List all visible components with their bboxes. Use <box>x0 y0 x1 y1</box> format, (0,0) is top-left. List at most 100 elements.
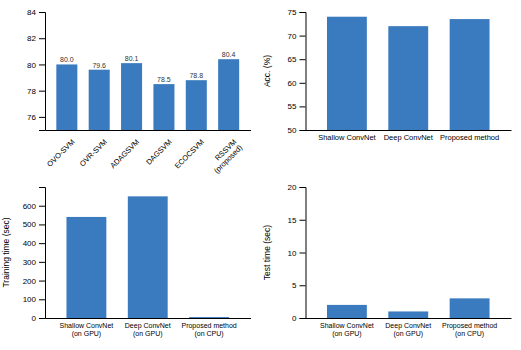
y-tick: 300 <box>23 258 45 267</box>
tick-label: 600 <box>23 202 37 211</box>
tick-label: 0 <box>32 314 37 323</box>
tick-label: 0 <box>292 314 297 323</box>
tick-label: 500 <box>23 220 37 229</box>
tick-label-line: OVO-SVM <box>45 137 76 168</box>
y-axis: 7678808284 <box>27 8 45 130</box>
bar <box>186 80 207 130</box>
x-tick: Deep ConvNet(on GPU) <box>385 322 431 338</box>
tick-label-line: Shallow ConvNet <box>60 322 114 329</box>
tick-mark <box>300 106 306 107</box>
tick-label-line: (proposed) <box>212 143 244 175</box>
data-labels: 80.079.680.178.578.880.4 <box>60 51 236 83</box>
tick-label: Shallow ConvNet <box>318 133 376 142</box>
tick-mark <box>39 12 45 13</box>
tick-mark <box>39 38 45 39</box>
y-tick: 400 <box>23 239 45 248</box>
tick-label: Deep ConvNet(on GPU) <box>385 322 431 338</box>
bar <box>66 217 106 318</box>
tick-label: 300 <box>23 258 37 267</box>
tick-label: Deep ConvNet <box>384 133 434 142</box>
tick-mark <box>39 243 45 244</box>
x-tick: Shallow ConvNet <box>318 133 376 142</box>
tick-label-line: (on GPU) <box>332 330 362 338</box>
bars <box>66 196 229 318</box>
y-tick: 78 <box>27 87 45 96</box>
bar <box>388 311 428 318</box>
tick-mark <box>300 36 306 37</box>
tick-label-line: Deep ConvNet <box>384 133 434 142</box>
bars <box>327 17 490 130</box>
axis-line <box>39 13 46 131</box>
y-tick: 15 <box>288 216 306 225</box>
x-tick: Shallow ConvNet(on GPU) <box>320 322 374 338</box>
x-tick: Deep ConvNet <box>384 133 434 142</box>
y-tick: 20 <box>288 183 306 192</box>
tick-mark <box>39 281 45 282</box>
tick-mark <box>39 206 45 207</box>
tick-label-line: (on CPU) <box>455 330 484 338</box>
tick-label: 50 <box>288 126 297 135</box>
bar <box>189 317 229 318</box>
bar <box>327 305 367 318</box>
tick-label: Shallow ConvNet(on GPU) <box>60 322 114 338</box>
data-label: 78.5 <box>157 76 171 83</box>
tick-label: 10 <box>288 249 297 258</box>
tick-label: 65 <box>288 55 297 64</box>
axis-line <box>306 318 512 319</box>
tick-label: ECOCSVM <box>173 137 206 170</box>
panel: 05101520Shallow ConvNet(on GPU)Deep Conv… <box>262 183 512 338</box>
axis-line <box>46 318 252 319</box>
tick-label: 76 <box>27 113 36 122</box>
tick-label-line: ADAGSVM <box>108 137 141 170</box>
tick-mark <box>39 64 45 65</box>
y-tick: 0 <box>32 314 45 323</box>
tick-mark <box>39 224 45 225</box>
tick-label: 60 <box>288 79 297 88</box>
data-label: 80.0 <box>60 56 74 63</box>
data-label: 80.4 <box>222 51 236 58</box>
bar <box>327 17 367 130</box>
y-axis: 505560657075 <box>288 8 306 135</box>
tick-mark <box>300 220 306 221</box>
tick-label: 5 <box>292 281 297 290</box>
tick-label: OVO-SVM <box>45 137 76 168</box>
data-label: 80.1 <box>125 55 139 62</box>
tick-label: 80 <box>27 61 36 70</box>
y-tick: 200 <box>23 277 45 286</box>
axis-line <box>306 130 512 131</box>
bar <box>450 19 490 130</box>
tick-label: 82 <box>27 34 36 43</box>
tick-label-line: Proposed method <box>442 322 497 330</box>
tick-label-line: Deep ConvNet <box>125 322 171 330</box>
axis-line <box>39 188 46 319</box>
tick-label-line: Proposed method <box>181 322 236 330</box>
tick-label: OVR-SVM <box>78 137 109 168</box>
tick-label: 15 <box>288 216 297 225</box>
y-axis-title: Training time (sec) <box>1 217 11 287</box>
tick-label: 55 <box>288 102 297 111</box>
tick-mark <box>300 285 306 286</box>
bar <box>388 26 428 130</box>
tick-label: 75 <box>288 8 297 17</box>
tick-label-line: (on CPU) <box>194 330 223 338</box>
tick-label-line: (on GPU) <box>133 330 163 338</box>
tick-label-line: Shallow ConvNet <box>318 133 376 142</box>
tick-label-line: Shallow ConvNet <box>320 322 374 329</box>
bar <box>128 196 168 318</box>
tick-label: 20 <box>288 183 297 192</box>
bar <box>121 63 142 130</box>
x-axis: Shallow ConvNet(on GPU)Deep ConvNet(on G… <box>46 319 252 339</box>
x-tick: Proposed method <box>440 133 499 142</box>
tick-label: 400 <box>23 239 37 248</box>
tick-mark <box>300 253 306 254</box>
tick-label-line: (on GPU) <box>393 330 423 338</box>
y-tick: 5 <box>292 281 305 290</box>
x-axis: Shallow ConvNet(on GPU)Deep ConvNet(on G… <box>306 319 512 339</box>
x-tick: RSSVM(proposed) <box>206 137 244 175</box>
y-axis: 0 5 10 15 20 <box>288 183 306 323</box>
tick-label-line: (on GPU) <box>72 330 102 338</box>
tick-label: ADAGSVM <box>108 137 141 170</box>
bars <box>56 59 239 130</box>
y-tick: 76 <box>27 113 45 122</box>
tick-label: Proposed method(on CPU) <box>181 322 236 338</box>
